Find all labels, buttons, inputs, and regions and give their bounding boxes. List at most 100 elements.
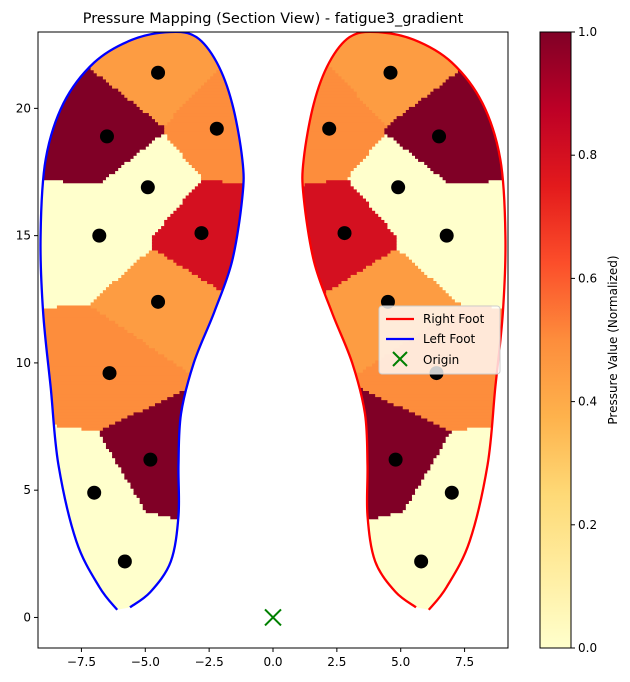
heatmap-cell xyxy=(323,57,474,62)
heatmap-cell xyxy=(40,469,122,474)
heatmap-cell xyxy=(127,97,190,101)
sensor-point xyxy=(99,129,114,144)
heatmap-cell xyxy=(427,164,506,169)
heatmap-cell xyxy=(40,417,122,422)
heatmap-cell xyxy=(356,271,425,275)
heatmap-cell xyxy=(133,332,244,337)
heatmap-cell xyxy=(424,161,506,165)
heatmap-cell xyxy=(40,329,129,333)
heatmap-cell xyxy=(439,173,506,178)
heatmap-cell xyxy=(139,106,181,110)
sensor-point xyxy=(140,180,155,195)
heatmap-cell xyxy=(302,549,506,553)
y-tick-label: 10 xyxy=(16,356,31,370)
heatmap-cell xyxy=(102,179,202,184)
heatmap-cell xyxy=(151,237,244,242)
heatmap-cell xyxy=(454,298,506,303)
heatmap-cell xyxy=(365,155,416,159)
heatmap-cell xyxy=(430,91,506,95)
heatmap-cell xyxy=(40,567,244,572)
heatmap-cell xyxy=(415,488,506,492)
heatmap-cell xyxy=(302,561,506,566)
heatmap-cell xyxy=(424,271,506,275)
heatmap-cell xyxy=(396,240,506,245)
heatmap-cell xyxy=(427,417,506,422)
heatmap-cell xyxy=(445,289,506,294)
heatmap-cell xyxy=(105,78,208,83)
heatmap-cell xyxy=(359,191,506,196)
heatmap-cell xyxy=(158,121,168,126)
left-foot-outline xyxy=(39,32,245,611)
heatmap-cell xyxy=(359,97,422,101)
heatmap-cell xyxy=(302,170,352,175)
heatmap-cell xyxy=(148,249,159,254)
heatmap-cell xyxy=(302,100,364,104)
heatmap-cell xyxy=(436,454,506,459)
heatmap-cell xyxy=(302,103,367,107)
heatmap-cell xyxy=(302,543,506,547)
heatmap-cell xyxy=(302,317,441,321)
heatmap-cell xyxy=(442,176,506,181)
heatmap-cell xyxy=(393,118,506,123)
heatmap-cell xyxy=(40,420,116,425)
heatmap-cell xyxy=(302,424,441,428)
heatmap-cell xyxy=(40,188,193,193)
heatmap-cell xyxy=(302,256,382,260)
heatmap-cell xyxy=(408,149,506,153)
heatmap-cell xyxy=(302,167,355,172)
heatmap-cell xyxy=(112,280,208,285)
heatmap-cell xyxy=(302,277,349,282)
heatmap-cell xyxy=(396,139,506,144)
heatmap-cell xyxy=(302,573,506,578)
heatmap-cell xyxy=(105,286,217,291)
heatmap-cell xyxy=(40,546,244,550)
heatmap-cell xyxy=(384,130,506,135)
heatmap-cell xyxy=(302,191,361,196)
heatmap-cell xyxy=(40,84,113,89)
y-tick-label: 5 xyxy=(23,483,31,497)
heatmap-cell xyxy=(109,81,205,86)
heatmap-cell xyxy=(402,509,506,514)
heatmap-cell xyxy=(448,292,506,297)
heatmap-cell xyxy=(40,512,159,517)
heatmap-cell xyxy=(399,142,506,147)
heatmap-cell xyxy=(40,106,141,110)
heatmap-cell xyxy=(40,341,147,346)
heatmap-cell xyxy=(356,91,431,95)
heatmap-cell xyxy=(40,448,110,453)
heatmap-cell xyxy=(40,335,138,340)
heatmap-cell xyxy=(302,142,376,147)
heatmap-cell xyxy=(302,341,404,346)
heatmap-cell xyxy=(133,262,178,266)
heatmap-cell xyxy=(302,78,346,83)
heatmap-cell xyxy=(40,204,181,208)
sensor-point xyxy=(143,452,158,467)
heatmap-cell xyxy=(40,262,135,266)
heatmap-cell xyxy=(40,537,244,541)
heatmap-cell xyxy=(40,375,196,379)
heatmap-cell xyxy=(40,466,122,471)
heatmap-cell xyxy=(115,170,199,175)
heatmap-cell xyxy=(145,252,165,257)
colorbar-gradient xyxy=(539,31,572,649)
heatmap-cell xyxy=(99,430,244,434)
heatmap-cell xyxy=(302,213,379,217)
heatmap-cell xyxy=(127,268,190,272)
sensor-point xyxy=(391,180,406,195)
heatmap-cell xyxy=(164,127,244,132)
heatmap-cell xyxy=(302,201,370,205)
heatmap-cell xyxy=(200,173,244,178)
heatmap-cell xyxy=(302,335,413,340)
heatmap-cell xyxy=(302,249,392,254)
legend-box xyxy=(378,305,501,375)
heatmap-cell xyxy=(387,222,506,227)
heatmap-cell xyxy=(188,97,244,101)
heatmap-cell xyxy=(81,60,227,65)
colorbar-label: Pressure Value (Normalized) xyxy=(606,255,620,424)
colorbar-tick-label: 0.4 xyxy=(578,395,597,409)
heatmap-cell xyxy=(40,396,168,401)
heatmap-cell xyxy=(405,252,506,257)
heatmap-cell xyxy=(40,320,116,324)
heatmap-cell xyxy=(56,304,92,309)
heatmap-cell xyxy=(124,326,244,330)
